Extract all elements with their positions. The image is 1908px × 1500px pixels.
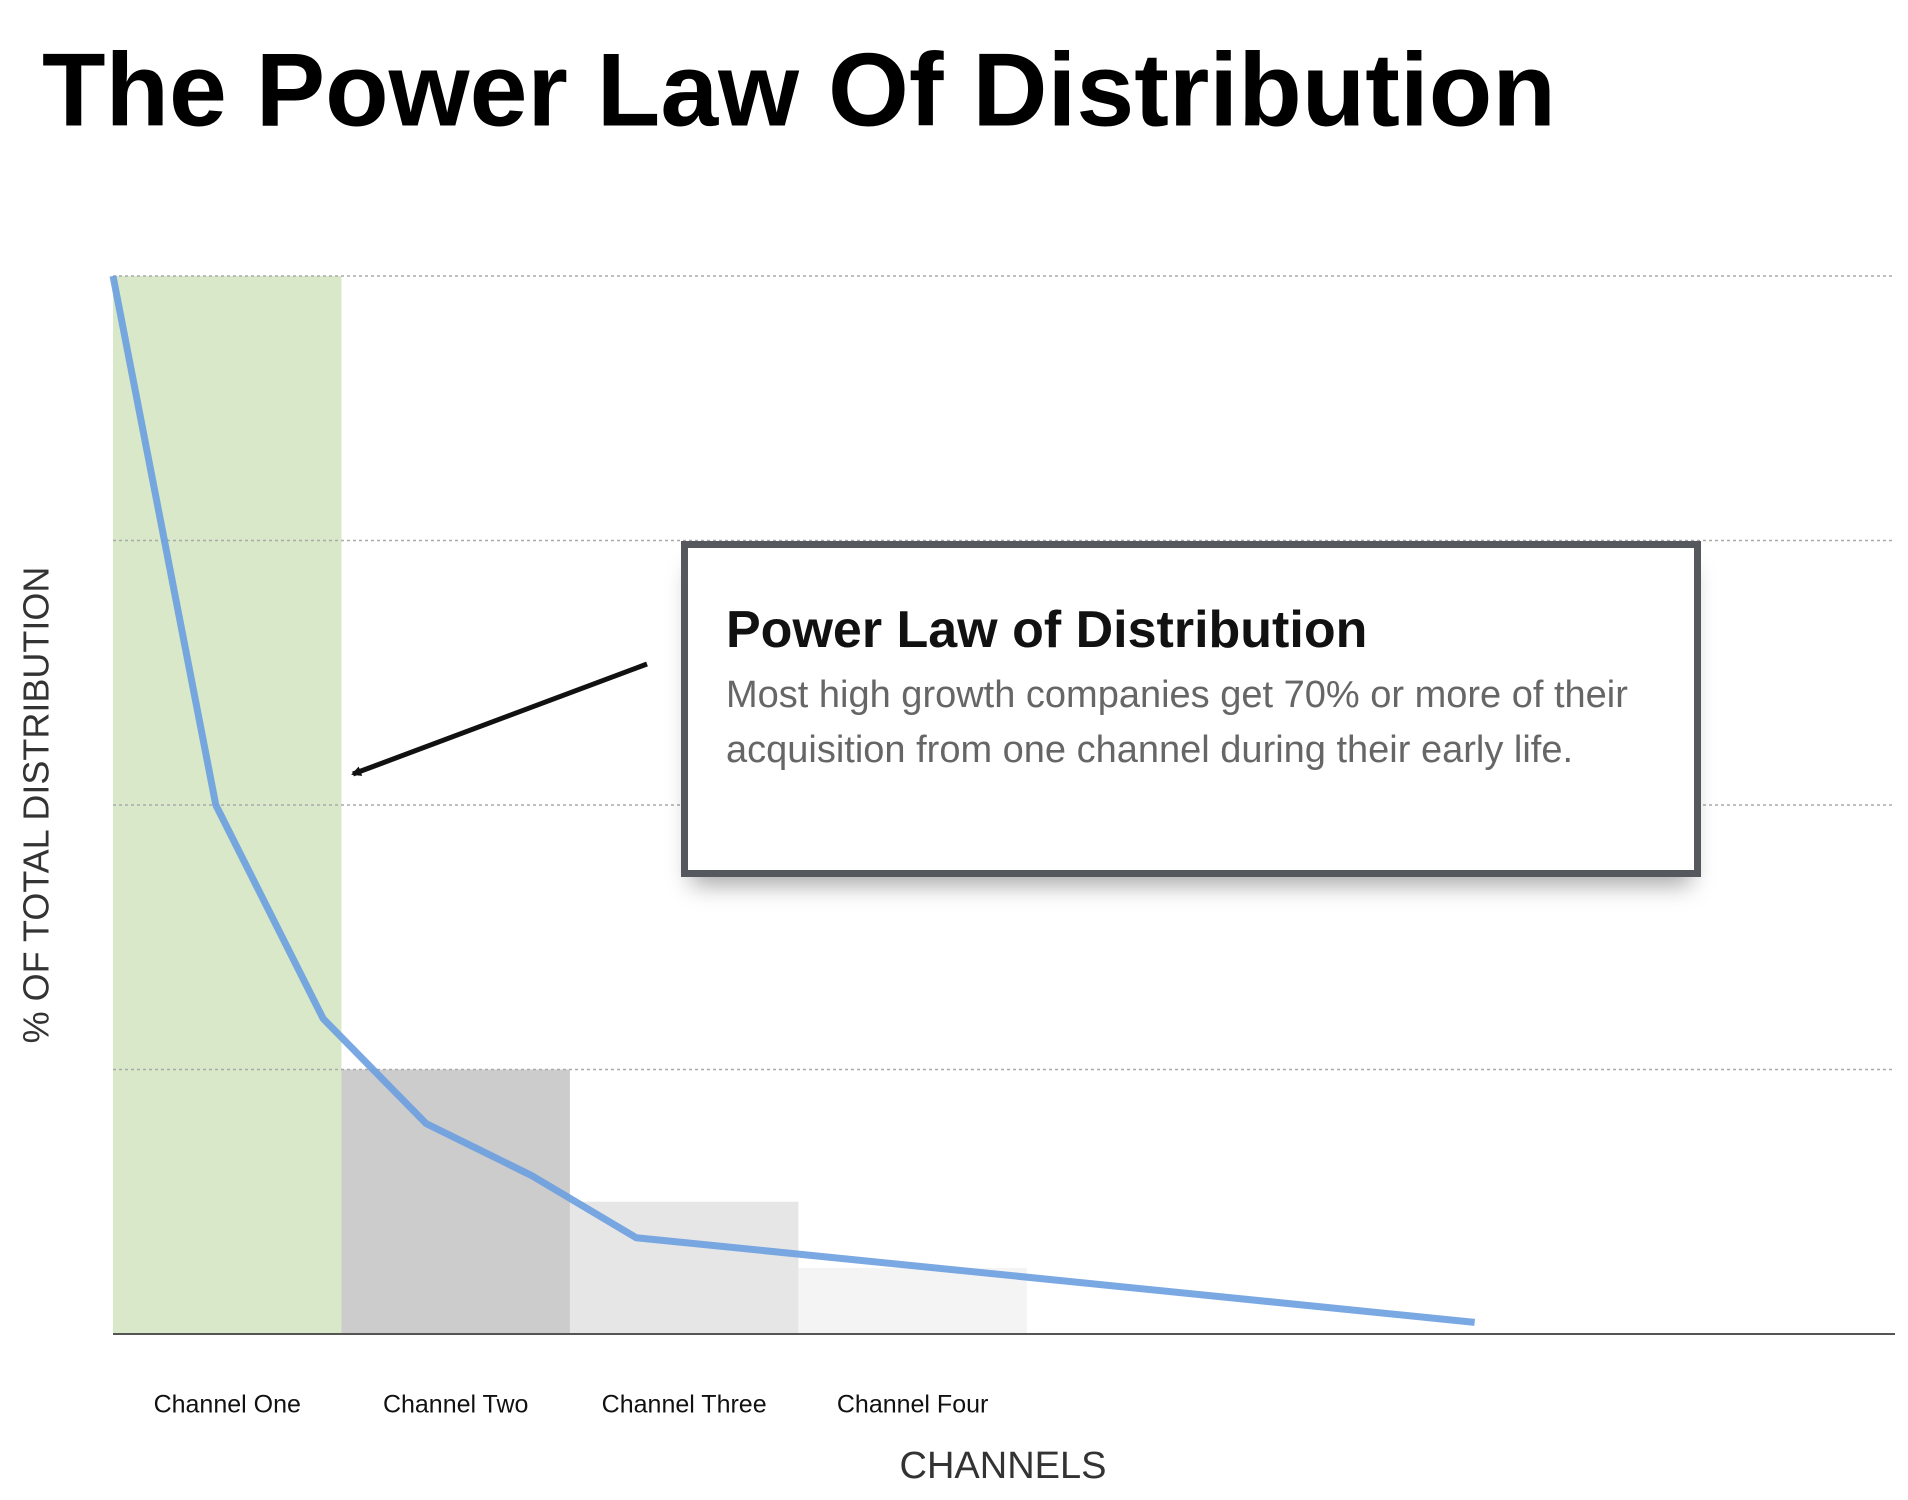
annotation-box: Power Law of Distribution Most high grow… [681,541,1701,877]
chart-title: The Power Law Of Distribution [42,32,1556,148]
annotation-text: Most high growth companies get 70% or mo… [726,674,1628,771]
y-axis-label: % OF TOTAL DISTRIBUTION [16,567,57,1044]
x-axis-label: CHANNELS [900,1445,1107,1487]
annotation-title: Power Law of Distribution [726,601,1368,659]
x-tick-label: Channel Four [837,1391,988,1419]
x-tick-label: Channel Two [383,1391,528,1419]
x-tick-label: Channel Three [602,1391,767,1419]
bar [341,1069,570,1334]
x-tick-label: Channel One [154,1391,301,1419]
bar [798,1267,1027,1334]
trend-line [109,275,1475,1326]
